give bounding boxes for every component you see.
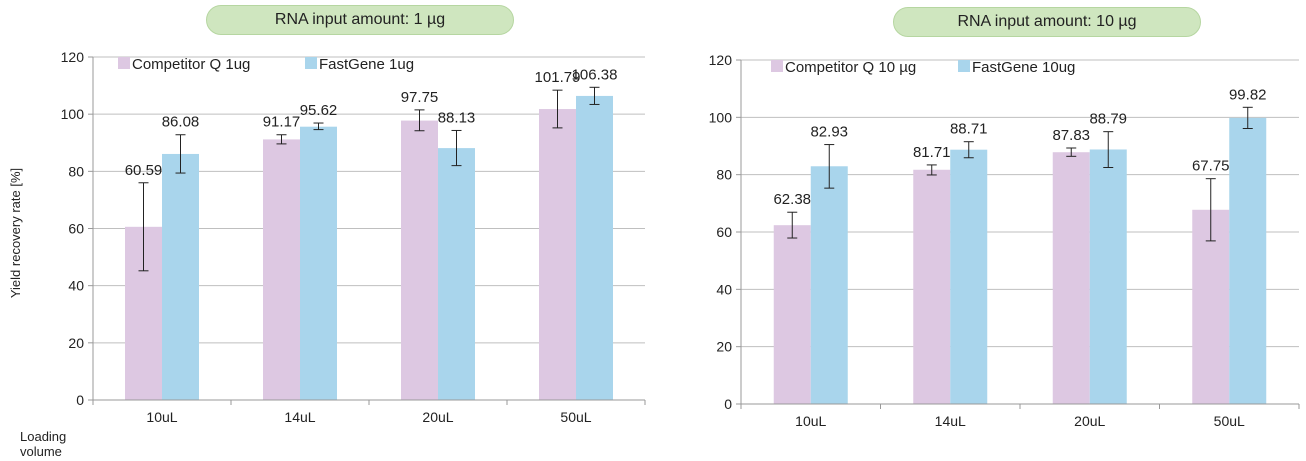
chart1-data-label: 106.38	[572, 66, 618, 83]
chart2-bar-series2	[1089, 149, 1127, 404]
chart2-data-label: 62.38	[773, 191, 811, 208]
y-axis-title: Yield recovery rate [%]	[8, 168, 23, 298]
chart2-bar-series1	[773, 225, 811, 404]
chart1-data-label: 60.59	[125, 162, 163, 179]
chart1-bar-series2	[300, 126, 337, 401]
chart2-y-tick-label: 40	[716, 281, 732, 297]
chart2-y-tick-label: 0	[724, 396, 732, 412]
chart2-bar-series2	[810, 166, 848, 404]
chart1-x-tick-label: 50uL	[560, 409, 591, 425]
chart1-data-label: 97.75	[401, 89, 439, 106]
chart2-y-tick-label: 60	[716, 224, 732, 240]
chart2-x-tick-label: 10uL	[795, 413, 826, 429]
x-axis-title-line-2: volume	[20, 444, 62, 459]
chart1-title: RNA input amount: 1 µg	[274, 11, 446, 28]
chart1-bar-series2	[162, 153, 199, 400]
chart1-y-tick-label: 40	[68, 278, 84, 294]
chart2-data-label: 81.71	[913, 144, 951, 161]
chart2-title-pill: RNA input amount: 10 µg	[893, 7, 1201, 37]
chart1-legend-label-2: FastGene 1ug	[319, 56, 414, 73]
chart2-legend-swatch-2	[958, 60, 970, 72]
chart1-legend-swatch-1	[118, 57, 130, 69]
chart1-y-tick-label: 100	[61, 106, 85, 122]
chart1-y-tick-label: 80	[68, 163, 84, 179]
x-axis-title-line-1: Loading	[20, 429, 66, 444]
chart1-bar-series2	[576, 95, 613, 401]
chart2-legend-swatch-1	[771, 60, 783, 72]
chart1-y-tick-label: 60	[68, 221, 84, 237]
chart2-data-label: 87.83	[1052, 127, 1090, 144]
chart1-bar-series1	[263, 139, 300, 400]
chart2-legend-label-2: FastGene 10ug	[972, 59, 1075, 76]
chart2-data-label: 67.75	[1192, 158, 1230, 175]
chart1-data-label: 88.13	[438, 109, 476, 126]
chart1-y-tick-label: 20	[68, 335, 84, 351]
chart1-data-label: 86.08	[162, 114, 200, 131]
chart1-y-tick-label: 120	[61, 49, 85, 65]
chart2-x-tick-label: 50uL	[1214, 413, 1245, 429]
chart1-bar-series2	[438, 148, 475, 400]
chart1-bar-series1	[401, 120, 438, 401]
chart1-x-tick-label: 20uL	[422, 409, 453, 425]
chart2-bar-series1	[1052, 152, 1090, 404]
chart2-data-label: 82.93	[810, 124, 848, 141]
chart1-x-tick-label: 10uL	[146, 409, 177, 425]
chart2-x-tick-label: 14uL	[935, 413, 966, 429]
chart2-bar-series1	[913, 169, 951, 404]
chart1-y-tick-label: 0	[76, 392, 84, 408]
chart1-data-label: 91.17	[263, 114, 301, 131]
chart2-bar-series2	[950, 149, 988, 404]
chart2-legend-label-1: Competitor Q 10 µg	[785, 59, 916, 76]
chart2-y-tick-label: 20	[716, 339, 732, 355]
chart2-data-label: 88.79	[1089, 111, 1127, 128]
chart1-data-label: 95.62	[300, 102, 338, 119]
chart1-title-pill: RNA input amount: 1 µg	[206, 5, 514, 35]
chart2-bar-series2	[1229, 117, 1267, 404]
chart2-title: RNA input amount: 10 µg	[957, 13, 1137, 30]
chart1-bar-series1	[539, 109, 576, 401]
chart2-y-tick-label: 100	[709, 109, 733, 125]
chart1-legend-swatch-2	[305, 57, 317, 69]
chart1-legend-label-1: Competitor Q 1ug	[132, 56, 250, 73]
chart2-bar-series1	[1192, 209, 1230, 404]
chart2-y-tick-label: 120	[709, 52, 733, 68]
chart2-data-label: 99.82	[1229, 86, 1267, 103]
chart2-x-tick-label: 20uL	[1074, 413, 1105, 429]
chart2-y-tick-label: 80	[716, 167, 732, 183]
chart2-data-label: 88.71	[950, 121, 988, 138]
chart1-x-tick-label: 14uL	[284, 409, 315, 425]
chart1-data-label: 101.79	[535, 69, 581, 86]
